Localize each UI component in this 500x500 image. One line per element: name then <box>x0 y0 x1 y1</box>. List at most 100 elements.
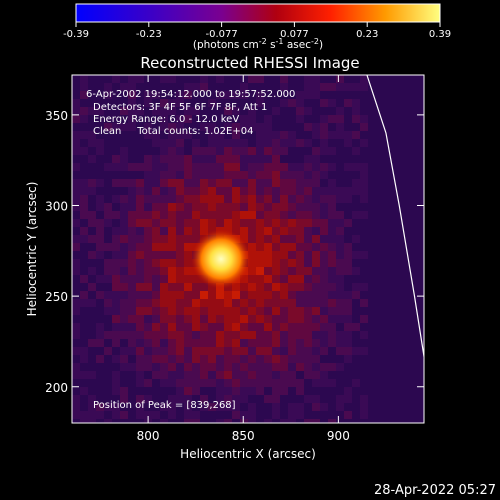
heatmap-cell <box>336 219 344 227</box>
heatmap-cell <box>168 147 176 155</box>
heatmap-cell <box>344 243 352 251</box>
heatmap-cell <box>296 379 304 387</box>
heatmap-cell <box>208 99 216 107</box>
heatmap-cell <box>360 315 368 323</box>
heatmap-cell <box>336 187 344 195</box>
heatmap-cell <box>280 323 288 331</box>
heatmap-cell <box>168 267 176 275</box>
heatmap-cell <box>184 267 192 275</box>
heatmap-cell <box>336 251 344 259</box>
heatmap-cell <box>256 155 264 163</box>
heatmap-cell <box>216 355 224 363</box>
heatmap-cell <box>328 339 336 347</box>
heatmap-cell <box>160 339 168 347</box>
heatmap-cell <box>288 299 296 307</box>
heatmap-cell <box>168 275 176 283</box>
heatmap-cell <box>208 211 216 219</box>
heatmap-cell <box>248 307 256 315</box>
heatmap-cell <box>288 195 296 203</box>
heatmap-cell <box>272 387 280 395</box>
heatmap-cell <box>296 259 304 267</box>
heatmap-cell <box>312 315 320 323</box>
heatmap-cell <box>136 203 144 211</box>
heatmap-cell <box>312 371 320 379</box>
heatmap-cell <box>72 203 80 211</box>
heatmap-cell <box>176 219 184 227</box>
heatmap-cell <box>184 163 192 171</box>
heatmap-cell <box>248 123 256 131</box>
heatmap-cell <box>280 379 288 387</box>
heatmap-cell <box>152 355 160 363</box>
heatmap-cell <box>352 131 360 139</box>
heatmap-cell <box>328 259 336 267</box>
heatmap-cell <box>304 419 312 423</box>
heatmap-cell <box>328 315 336 323</box>
heatmap-cell <box>144 395 152 403</box>
heatmap-cell <box>288 131 296 139</box>
heatmap-cell <box>184 251 192 259</box>
heatmap-cell <box>232 307 240 315</box>
heatmap-cell <box>128 179 136 187</box>
heatmap-cell <box>352 211 360 219</box>
heatmap-cell <box>248 227 256 235</box>
timestamp: 28-Apr-2022 05:27 <box>374 483 496 498</box>
heatmap-cell <box>144 219 152 227</box>
heatmap-cell <box>192 107 200 115</box>
heatmap-cell <box>144 155 152 163</box>
heatmap-cell <box>296 275 304 283</box>
heatmap-cell <box>216 347 224 355</box>
heatmap-cell <box>360 187 368 195</box>
heatmap-cell <box>176 315 184 323</box>
heatmap-cell <box>240 411 248 419</box>
heatmap-cell <box>144 267 152 275</box>
heatmap-cell <box>320 347 328 355</box>
heatmap-cell <box>88 107 96 115</box>
heatmap-cell <box>336 339 344 347</box>
heatmap-cell <box>128 163 136 171</box>
heatmap-cell <box>224 139 232 147</box>
heatmap-cell <box>232 387 240 395</box>
heatmap-cell <box>256 219 264 227</box>
heatmap-cell <box>280 387 288 395</box>
heatmap-cell <box>296 363 304 371</box>
heatmap-cell <box>216 211 224 219</box>
heatmap-cell <box>208 131 216 139</box>
heatmap-cell <box>152 323 160 331</box>
heatmap-cell <box>240 195 248 203</box>
heatmap-cell <box>96 219 104 227</box>
heatmap-cell <box>216 163 224 171</box>
heatmap-cell <box>176 307 184 315</box>
heatmap-cell <box>240 323 248 331</box>
heatmap-cell <box>312 235 320 243</box>
heatmap-cell <box>112 403 120 411</box>
heatmap-cell <box>160 115 168 123</box>
heatmap-cell <box>152 155 160 163</box>
heatmap-cell <box>176 179 184 187</box>
heatmap-cell <box>264 187 272 195</box>
heatmap-cell <box>144 227 152 235</box>
heatmap-cell <box>224 299 232 307</box>
heatmap-cell <box>232 203 240 211</box>
heatmap-cell <box>320 299 328 307</box>
heatmap-cell <box>160 331 168 339</box>
heatmap-cell <box>304 395 312 403</box>
heatmap-cell <box>80 211 88 219</box>
heatmap-cell <box>264 155 272 163</box>
heatmap-cell <box>176 139 184 147</box>
heatmap-cell <box>72 347 80 355</box>
heatmap-cell <box>312 147 320 155</box>
heatmap-cell <box>296 387 304 395</box>
heatmap-cell <box>248 179 256 187</box>
heatmap-cell <box>80 355 88 363</box>
heatmap-cell <box>168 291 176 299</box>
heatmap-cell <box>176 99 184 107</box>
heatmap-cell <box>96 403 104 411</box>
heatmap-cell <box>256 323 264 331</box>
heatmap-cell <box>320 203 328 211</box>
heatmap-cell <box>288 347 296 355</box>
heatmap-cell <box>184 195 192 203</box>
heatmap-cell <box>352 235 360 243</box>
heatmap-cell <box>320 211 328 219</box>
heatmap-cell <box>120 323 128 331</box>
heatmap-cell <box>304 251 312 259</box>
